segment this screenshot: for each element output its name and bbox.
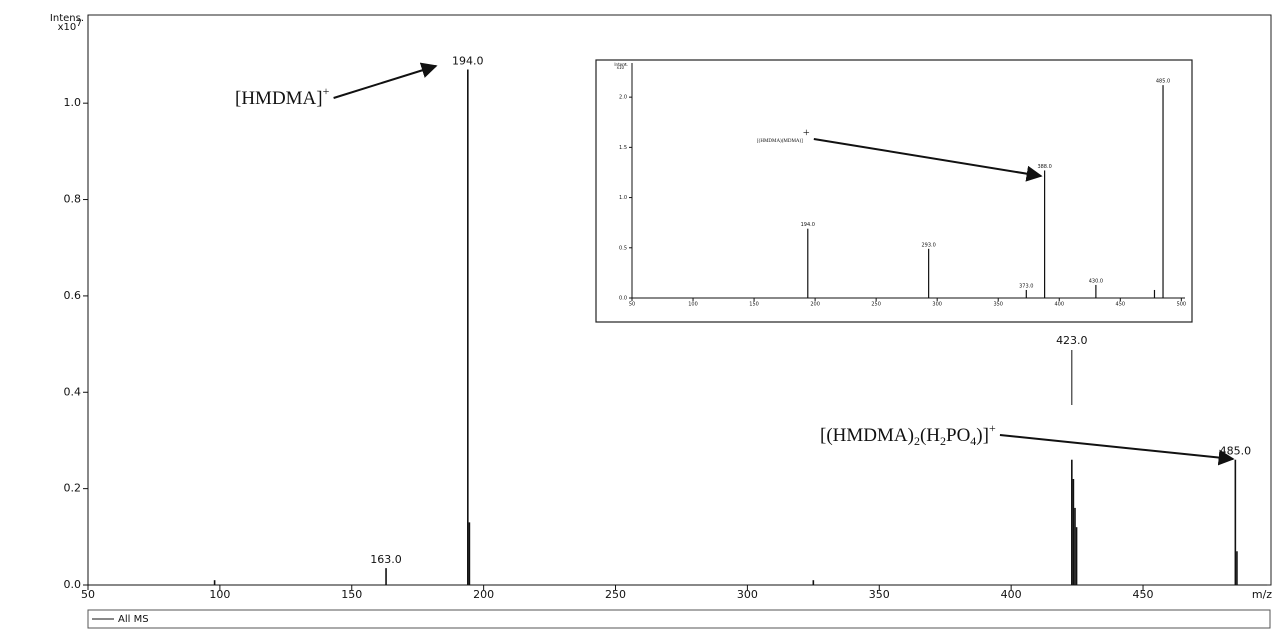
x-tick-label: 150	[341, 588, 362, 601]
annotation-part: (H	[920, 425, 940, 446]
annotation-part: )]	[976, 425, 989, 446]
y-axis-label: Intens.	[614, 62, 628, 67]
peak-label: 194.0	[801, 222, 815, 228]
y-axis-label: Intens.	[50, 13, 84, 24]
x-tick-label: 250	[871, 302, 881, 308]
x-tick-label: 150	[749, 302, 759, 308]
y-tick-label: 0.4	[64, 385, 82, 398]
y-tick-label: 1.5	[619, 145, 627, 151]
y-tick-label: 1.0	[64, 96, 82, 109]
unit-base: x10	[617, 65, 625, 70]
y-tick-label: 0.6	[64, 289, 82, 302]
peak-label: 163.0	[370, 553, 402, 566]
unit-base: x10	[58, 22, 77, 33]
x-tick-label: 350	[993, 302, 1003, 308]
peak-label: 388.0	[1037, 164, 1051, 170]
x-tick-label: 450	[1133, 588, 1154, 601]
x-tick-label: 50	[81, 588, 95, 601]
x-tick-label: 100	[688, 302, 698, 308]
unit-exp: 7	[76, 19, 82, 29]
x-tick-label: 500	[1177, 302, 1187, 308]
annotation-part: +	[989, 421, 996, 435]
peak-label: 423.0	[1056, 334, 1088, 347]
peak-label: 293.0	[921, 242, 935, 248]
annotation-part: [(HMDMA)	[820, 425, 914, 446]
x-tick-label: 300	[737, 588, 758, 601]
x-axis-label: m/z	[1252, 588, 1272, 601]
annotation: [HMDMA]+	[235, 84, 330, 110]
inset: 0.0 0.5 1.0 1.5 2.0 50 100 150 200 250 300 350 400 45…	[595, 59, 1193, 323]
peak-label: 194.0	[452, 54, 484, 67]
x-tick-label: 400	[1001, 588, 1022, 601]
y-tick-label: 1.0	[619, 195, 627, 201]
legend-label: All MS	[118, 614, 149, 625]
y-tick-label: 2.0	[619, 95, 627, 101]
y-axis-unit: x107	[58, 19, 82, 34]
legend-box	[87, 609, 1271, 629]
annotation-part: [(HMDMA)(MDMA)]	[757, 139, 803, 144]
x-tick-label: 100	[209, 588, 230, 601]
annotation-part: 2	[914, 434, 920, 448]
unit-exp: 7	[624, 62, 626, 66]
peak-label: 485.0	[1156, 79, 1170, 85]
inset-frame	[595, 59, 1193, 323]
annotation: [(HMDMA)2(H2PO4)]+	[820, 421, 996, 448]
peak-label: 430.0	[1089, 278, 1103, 284]
annotation: [(HMDMA)(MDMA)]+	[757, 125, 810, 144]
y-tick-label: 0.0	[64, 578, 82, 591]
x-tick-label: 50	[629, 302, 635, 308]
y-tick-label: 0.0	[619, 296, 627, 302]
annotation-part: +	[323, 84, 330, 98]
annotation-part: [HMDMA]	[235, 88, 323, 109]
annotation-part: 4	[970, 434, 976, 448]
x-tick-label: 200	[473, 588, 494, 601]
x-tick-label: 350	[869, 588, 890, 601]
y-tick-label: 0.2	[64, 482, 82, 495]
annotation-arrow	[999, 434, 1235, 466]
peak-label: 485.0	[1220, 445, 1252, 458]
y-axis-unit: x107	[617, 62, 626, 70]
x-tick-label: 200	[810, 302, 820, 308]
peak-label: 373.0	[1019, 283, 1033, 289]
x-tick-label: 300	[932, 302, 942, 308]
annotation-arrow	[333, 62, 438, 99]
annotation-part: PO	[946, 425, 970, 446]
annotation-arrow	[813, 138, 1043, 182]
x-tick-label: 450	[1116, 302, 1126, 308]
annotation-part: +	[803, 125, 810, 139]
y-tick-label: 0.5	[619, 245, 627, 251]
annotation-part: 2	[940, 434, 946, 448]
x-tick-label: 400	[1054, 302, 1064, 308]
x-tick-label: 250	[605, 588, 626, 601]
y-tick-label: 0.8	[64, 193, 82, 206]
